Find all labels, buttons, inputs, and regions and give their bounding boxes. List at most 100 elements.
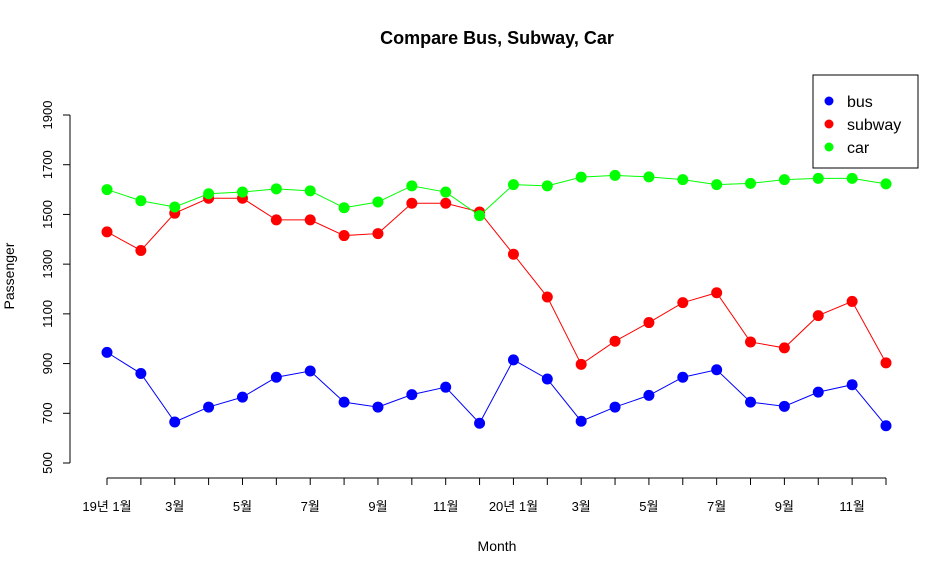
data-point-subway [812, 310, 824, 322]
x-axis: 19년 1월 3월 5월 7월 9월 11월 20년 1월 3월 5월 7월 9월 11월 [82, 477, 887, 514]
data-point-car [880, 178, 892, 190]
data-point-subway [541, 291, 553, 303]
x-tick-label: 9월 [368, 499, 387, 514]
series-bus [101, 346, 892, 432]
data-point-car [541, 180, 553, 192]
legend-marker-subway [824, 119, 834, 129]
data-point-subway [711, 287, 723, 299]
series-subway [101, 192, 892, 370]
legend-marker-bus [824, 96, 834, 106]
legend-label-bus: bus [847, 94, 873, 111]
legend-label-car: car [847, 140, 870, 157]
data-point-car [372, 196, 384, 208]
data-point-bus [711, 364, 723, 376]
data-point-subway [507, 248, 519, 260]
data-point-bus [101, 346, 113, 358]
data-point-bus [541, 373, 553, 385]
series-layer [101, 169, 892, 432]
legend-marker-car [824, 142, 834, 152]
data-point-subway [745, 336, 757, 348]
x-tick-label: 5월 [639, 499, 658, 514]
y-axis-label: Passenger [1, 242, 17, 309]
x-tick-label: 3월 [165, 499, 184, 514]
data-point-car [101, 184, 113, 196]
data-point-bus [169, 416, 181, 428]
data-point-subway [880, 357, 892, 369]
y-tick-label: 700 [40, 402, 55, 424]
data-point-car [203, 188, 215, 200]
data-point-car [169, 201, 181, 213]
x-tick-label: 9월 [775, 499, 794, 514]
x-tick-label: 7월 [707, 499, 726, 514]
data-point-car [609, 169, 621, 181]
data-point-bus [203, 401, 215, 413]
data-point-bus [880, 420, 892, 432]
data-point-bus [643, 389, 655, 401]
y-tick-label: 500 [40, 452, 55, 474]
legend-label-subway: subway [847, 117, 901, 134]
series-line-bus [106, 351, 887, 427]
chart-title: Compare Bus, Subway, Car [380, 28, 614, 48]
x-tick-label: 20년 1월 [489, 499, 538, 514]
data-point-bus [440, 381, 452, 393]
data-point-car [575, 171, 587, 183]
legend: bus subway car [812, 74, 919, 169]
x-tick-label: 7월 [301, 499, 320, 514]
data-point-subway [304, 214, 316, 226]
data-point-bus [609, 401, 621, 413]
data-point-car [812, 172, 824, 184]
data-point-car [711, 179, 723, 191]
x-tick-label: 5월 [233, 499, 252, 514]
data-point-subway [846, 295, 858, 307]
data-point-bus [812, 386, 824, 398]
data-point-bus [507, 354, 519, 366]
y-tick-label: 1100 [40, 300, 55, 328]
series-line-car [106, 174, 887, 217]
data-point-subway [677, 297, 689, 309]
data-point-bus [745, 396, 757, 408]
data-point-subway [372, 228, 384, 240]
data-point-car [440, 186, 452, 198]
data-point-subway [609, 335, 621, 347]
y-tick-label: 1500 [40, 200, 55, 229]
data-point-car [270, 183, 282, 195]
data-point-bus [474, 417, 486, 429]
data-point-car [338, 202, 350, 214]
x-tick-label: 11월 [433, 499, 458, 514]
data-point-subway [135, 244, 147, 256]
data-point-bus [135, 368, 147, 380]
data-point-bus [270, 371, 282, 383]
data-point-subway [406, 197, 418, 209]
data-point-subway [440, 197, 452, 209]
data-point-car [507, 179, 519, 191]
data-point-bus [406, 389, 418, 401]
data-point-bus [236, 391, 248, 403]
data-point-subway [270, 214, 282, 226]
data-point-car [135, 195, 147, 207]
data-point-subway [338, 230, 350, 242]
x-axis-label: Month [478, 538, 517, 554]
data-point-car [474, 210, 486, 222]
data-point-bus [338, 396, 350, 408]
data-point-car [643, 171, 655, 183]
data-point-subway [101, 226, 113, 238]
data-point-bus [778, 400, 790, 412]
data-point-bus [372, 401, 384, 413]
data-point-bus [846, 379, 858, 391]
data-point-car [778, 174, 790, 186]
data-point-car [406, 180, 418, 192]
x-tick-label: 11월 [839, 499, 864, 514]
data-point-bus [575, 415, 587, 427]
data-point-car [236, 186, 248, 198]
data-point-subway [778, 342, 790, 354]
y-tick-label: 900 [40, 353, 55, 375]
data-point-subway [643, 317, 655, 329]
data-point-car [846, 172, 858, 184]
data-point-subway [575, 358, 587, 370]
data-point-bus [304, 365, 316, 377]
series-car [101, 169, 892, 222]
y-axis: 500 700 900 1100 1300 1500 1700 1900 [40, 101, 71, 474]
data-point-car [745, 177, 757, 189]
y-tick-label: 1700 [40, 150, 55, 179]
